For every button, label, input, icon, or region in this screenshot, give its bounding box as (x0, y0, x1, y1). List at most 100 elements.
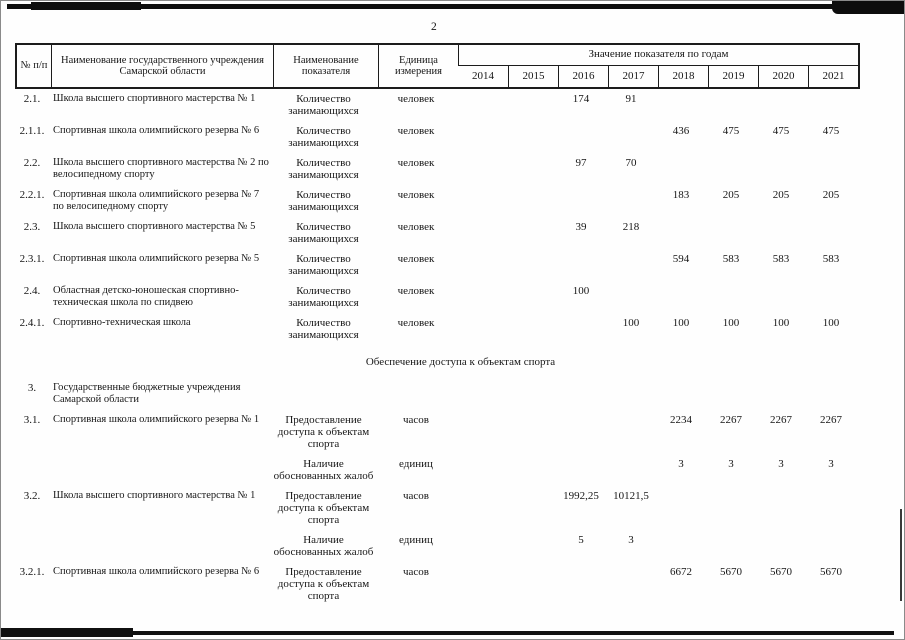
table-row: 2.3. Школа высшего спортивного мастерства… (15, 221, 860, 245)
scan-artifact-right-line (900, 509, 902, 601)
row-value: 2267 (770, 414, 792, 426)
row-indicator: Предоставление доступа к объектам спорта (277, 414, 370, 450)
row-unit: часов (403, 490, 429, 502)
row-value: 205 (722, 189, 740, 201)
row-value: 3 (628, 534, 634, 546)
row-number: 2.4. (23, 285, 41, 297)
row-value: 5670 (720, 566, 742, 578)
row-value: 100 (622, 317, 640, 329)
row-indicator: Количество занимающихся (288, 253, 359, 277)
row-institution: Школа высшего спортивного мастерства № 5 (53, 221, 256, 232)
table-body: 2.1. Школа высшего спортивного мастерства… (15, 93, 860, 602)
row-indicator: Предоставление доступа к объектам спорта (277, 566, 370, 602)
row-unit: человек (397, 125, 435, 137)
table-row: 3. Государственные бюджетные учреждения С… (15, 382, 860, 406)
table-row: 3.2.1. Спортивная школа олимпийского резе… (15, 566, 860, 602)
row-institution: Спортивная школа олимпийского резерва № … (53, 414, 260, 425)
row-institution: Спортивная школа олимпийского резерва № … (53, 189, 260, 212)
page-number: 2 (431, 21, 437, 33)
table-row: 2.4.1. Спортивно-техническая школа Количес… (15, 317, 860, 341)
row-unit: человек (397, 157, 435, 169)
row-indicator: Количество занимающихся (288, 317, 359, 341)
row-value: 97 (575, 157, 587, 169)
row-value: 3 (778, 458, 784, 470)
scan-artifact-top (7, 1, 904, 14)
row-value: 3 (728, 458, 734, 470)
row-value: 475 (772, 125, 790, 137)
row-number: 2.3.1. (19, 253, 45, 265)
row-value: 100 (572, 285, 590, 297)
row-value: 100 (822, 317, 840, 329)
table-row: 3.1. Спортивная школа олимпийского резерв… (15, 414, 860, 450)
scan-artifact-bottom (1, 628, 894, 637)
indicators-table: № п/п Наименование государственного учре… (15, 43, 860, 610)
row-value: 39 (575, 221, 587, 233)
row-institution: Спортивная школа олимпийского резерва № … (53, 566, 260, 577)
row-number: 2.3. (23, 221, 41, 233)
header-year: 2018 (658, 65, 708, 87)
row-institution: Школа высшего спортивного мастерства № 1 (53, 93, 256, 104)
row-number: 3.1. (23, 414, 41, 426)
header-row-number: № п/п (20, 60, 48, 72)
row-value: 100 (722, 317, 740, 329)
row-institution: Областная детско-юношеская спортивно-тех… (53, 285, 239, 308)
row-value: 2267 (720, 414, 742, 426)
row-unit: часов (403, 566, 429, 578)
row-indicator: Количество занимающихся (288, 285, 359, 309)
header-year: 2015 (508, 65, 558, 87)
row-unit: человек (397, 93, 435, 105)
row-value: 91 (625, 93, 637, 105)
row-institution: Спортивная школа олимпийского резерва № … (53, 125, 260, 136)
row-indicator: Количество занимающихся (288, 189, 359, 213)
row-institution: Государственные бюджетные учреждения Сам… (53, 382, 241, 405)
row-institution: Школа высшего спортивного мастерства № 2… (53, 157, 269, 180)
row-number: 3.2.1. (19, 566, 45, 578)
table-row: 2.1.1. Спортивная школа олимпийского резе… (15, 125, 860, 149)
header-year: 2019 (708, 65, 758, 87)
header-year: 2016 (558, 65, 608, 87)
header-institution: Наименование государственного учреждения… (51, 45, 273, 87)
table-row: 2.2.1. Спортивная школа олимпийского резе… (15, 189, 860, 213)
row-unit: человек (397, 253, 435, 265)
row-value: 1992,25 (563, 490, 599, 502)
row-value: 2267 (820, 414, 842, 426)
row-value: 3 (828, 458, 834, 470)
row-value: 5670 (770, 566, 792, 578)
row-number: 2.2. (23, 157, 41, 169)
row-value: 174 (572, 93, 590, 105)
header-year: 2021 (808, 65, 858, 87)
row-indicator: Количество занимающихся (288, 93, 359, 117)
row-value: 100 (772, 317, 790, 329)
row-number: 3.2. (23, 490, 41, 502)
row-unit: единиц (399, 458, 433, 470)
row-value: 5 (578, 534, 584, 546)
section-heading: Обеспечение доступа к объектам спорта (365, 356, 556, 368)
row-value: 583 (722, 253, 740, 265)
header-unit: Единица измерения (378, 45, 458, 87)
row-unit: человек (397, 189, 435, 201)
row-value: 183 (672, 189, 690, 201)
row-value: 3 (678, 458, 684, 470)
row-number: 3. (27, 382, 37, 394)
row-number: 2.1. (23, 93, 41, 105)
row-indicator: Количество занимающихся (288, 221, 359, 245)
header-indicator: Наименование показателя (273, 45, 378, 87)
row-value: 436 (672, 125, 690, 137)
header-year: 2020 (758, 65, 808, 87)
row-institution: Школа высшего спортивного мастерства № 1 (53, 490, 256, 501)
row-value: 70 (625, 157, 637, 169)
row-value: 205 (822, 189, 840, 201)
row-value: 10121,5 (613, 490, 649, 502)
table-header: № п/п Наименование государственного учре… (15, 43, 860, 89)
row-value: 5670 (820, 566, 842, 578)
table-row: 2.2. Школа высшего спортивного мастерства… (15, 157, 860, 181)
row-value: 583 (822, 253, 840, 265)
row-value: 475 (822, 125, 840, 137)
table-row: 3.2. Школа высшего спортивного мастерства… (15, 490, 860, 526)
row-indicator: Предоставление доступа к объектам спорта (277, 490, 370, 526)
table-row: Наличие обоснованных жалоб единиц 3 3 3 3 (15, 458, 860, 482)
row-unit: человек (397, 317, 435, 329)
row-value: 475 (722, 125, 740, 137)
table-row: Наличие обоснованных жалоб единиц 5 3 (15, 534, 860, 558)
